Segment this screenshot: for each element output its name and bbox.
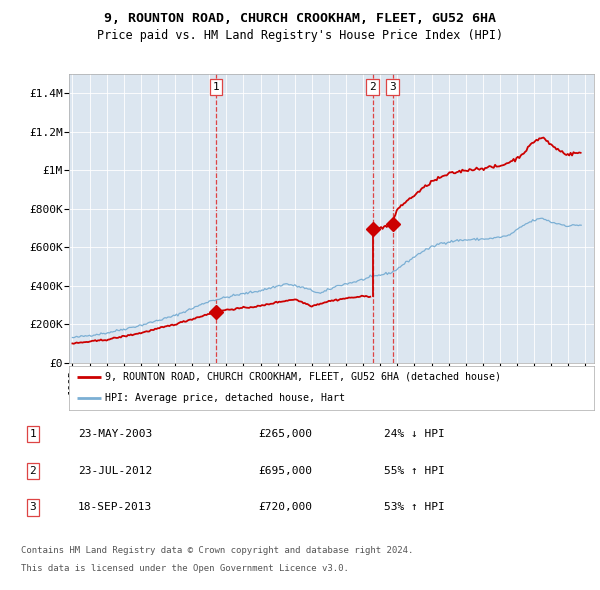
Text: 2: 2 [29, 466, 37, 476]
Text: £265,000: £265,000 [258, 430, 312, 439]
Text: HPI: Average price, detached house, Hart: HPI: Average price, detached house, Hart [105, 393, 344, 402]
Text: £720,000: £720,000 [258, 503, 312, 512]
Text: 53% ↑ HPI: 53% ↑ HPI [384, 503, 445, 512]
Text: 23-MAY-2003: 23-MAY-2003 [78, 430, 152, 439]
Text: £695,000: £695,000 [258, 466, 312, 476]
Text: 1: 1 [212, 82, 219, 92]
Text: 3: 3 [29, 503, 37, 512]
Text: 3: 3 [389, 82, 396, 92]
Text: 9, ROUNTON ROAD, CHURCH CROOKHAM, FLEET, GU52 6HA (detached house): 9, ROUNTON ROAD, CHURCH CROOKHAM, FLEET,… [105, 372, 500, 382]
Text: 1: 1 [29, 430, 37, 439]
Text: 2: 2 [369, 82, 376, 92]
Text: 55% ↑ HPI: 55% ↑ HPI [384, 466, 445, 476]
Text: 9, ROUNTON ROAD, CHURCH CROOKHAM, FLEET, GU52 6HA: 9, ROUNTON ROAD, CHURCH CROOKHAM, FLEET,… [104, 12, 496, 25]
Text: Contains HM Land Registry data © Crown copyright and database right 2024.: Contains HM Land Registry data © Crown c… [21, 546, 413, 555]
Text: Price paid vs. HM Land Registry's House Price Index (HPI): Price paid vs. HM Land Registry's House … [97, 30, 503, 42]
Text: 24% ↓ HPI: 24% ↓ HPI [384, 430, 445, 439]
Text: 18-SEP-2013: 18-SEP-2013 [78, 503, 152, 512]
Text: 23-JUL-2012: 23-JUL-2012 [78, 466, 152, 476]
Text: This data is licensed under the Open Government Licence v3.0.: This data is licensed under the Open Gov… [21, 565, 349, 573]
